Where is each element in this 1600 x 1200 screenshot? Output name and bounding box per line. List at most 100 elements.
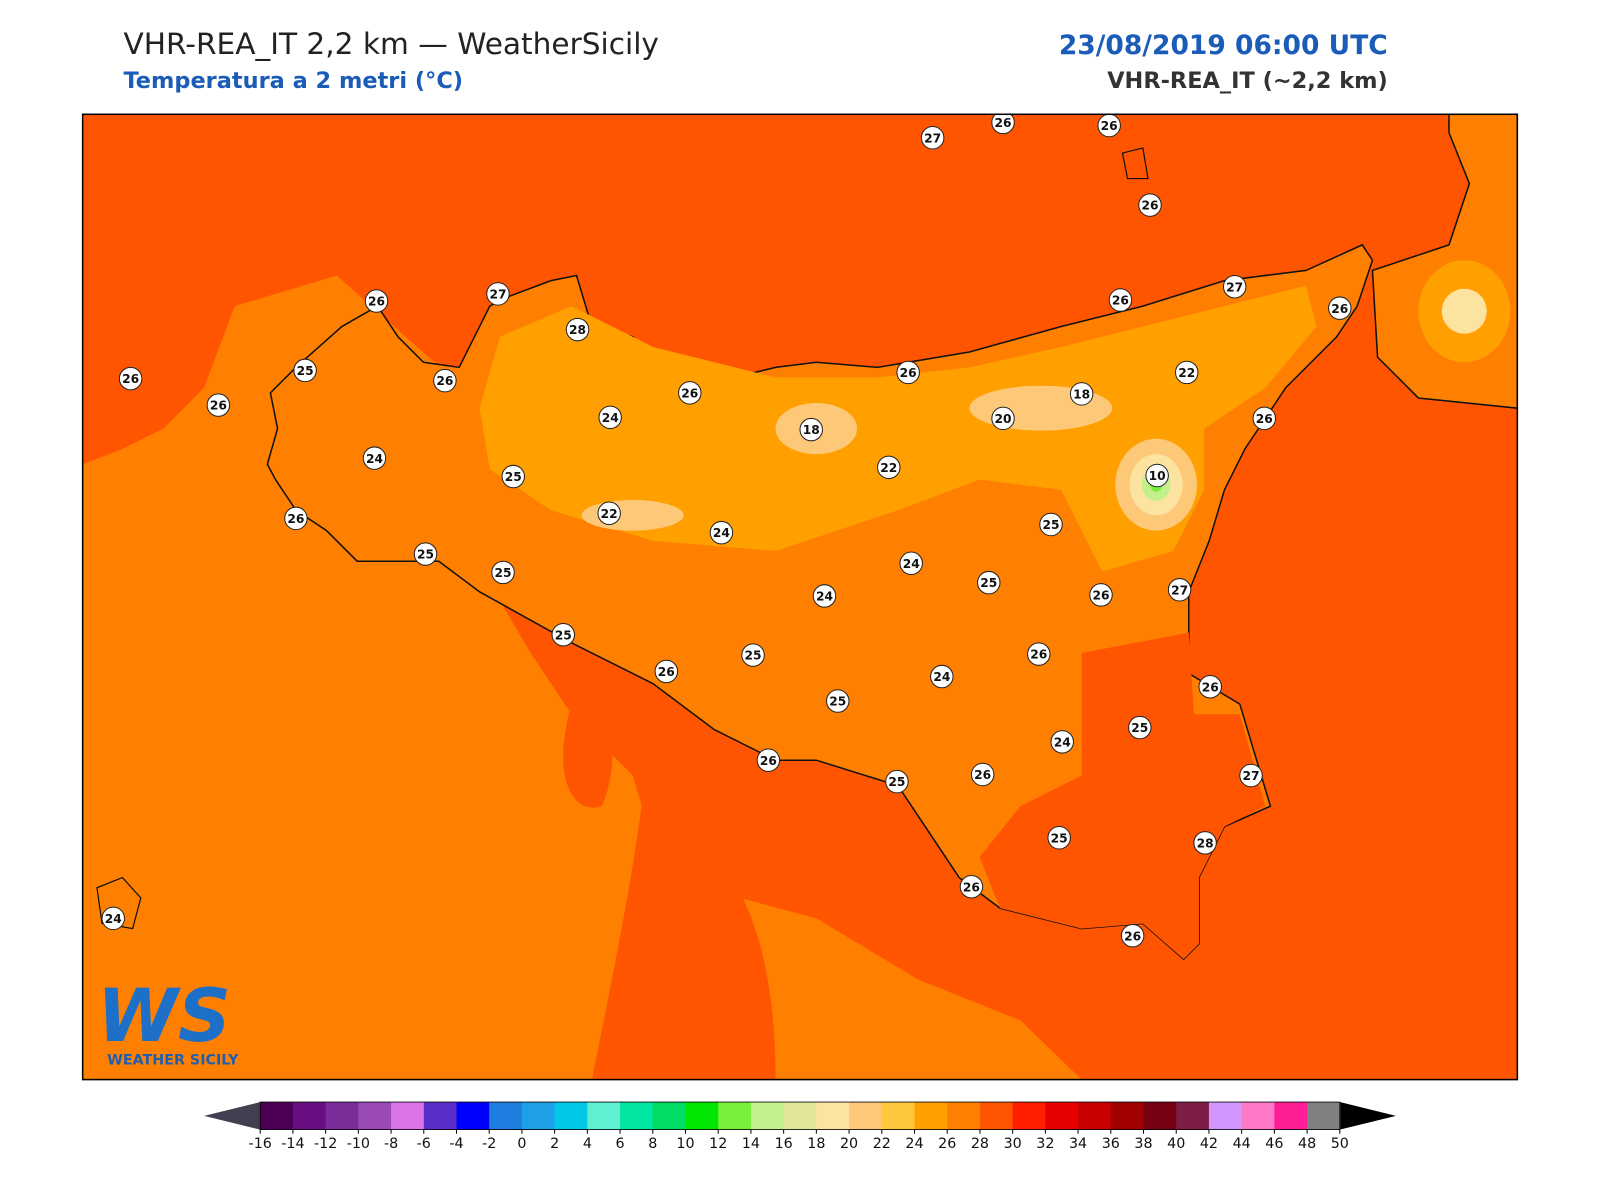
station-value: 26 (1093, 588, 1110, 602)
station-value: 26 (1256, 412, 1273, 426)
colorbar-frame (259, 1101, 1341, 1130)
colorbar-tick-label: 12 (709, 1136, 727, 1152)
station-marker (486, 282, 510, 306)
station-value: 20 (995, 412, 1012, 426)
station-marker (1097, 114, 1121, 138)
station-marker (413, 542, 438, 566)
colorbar-box (423, 1102, 458, 1130)
station-value: 18 (803, 423, 820, 437)
colorbar-box (1045, 1102, 1079, 1130)
colorbar-tick-label: -6 (417, 1136, 431, 1152)
station-marker (1047, 826, 1071, 850)
station-value: 27 (1226, 280, 1243, 294)
colorbar-box (1274, 1102, 1308, 1130)
station-value: 26 (1124, 929, 1141, 943)
colorbar-box (685, 1102, 719, 1130)
station-value: 26 (1112, 294, 1129, 308)
station-value: 25 (505, 470, 522, 484)
colorbar-box (456, 1102, 490, 1130)
station-value: 26 (1030, 648, 1047, 662)
station-value: 28 (569, 323, 586, 337)
colorbar-tick-label: 24 (905, 1136, 923, 1152)
station-value: 26 (210, 399, 227, 413)
colorbar-box (1307, 1102, 1341, 1130)
station-value: 26 (1331, 302, 1348, 316)
station-value: 25 (1043, 518, 1060, 532)
cool-zone (581, 500, 684, 531)
station-marker (678, 381, 702, 405)
colorbar-tick-label: 2 (550, 1136, 559, 1152)
station-value: 24 (713, 526, 730, 540)
colorbar-tick-label: 42 (1200, 1136, 1218, 1152)
colorbar-tick-label: 4 (583, 1136, 592, 1152)
station-value: 25 (417, 548, 434, 562)
station-value: 26 (1202, 680, 1219, 694)
station-marker (101, 906, 125, 931)
colorbar-box (1110, 1102, 1145, 1130)
colorbar-box (914, 1102, 948, 1130)
subtitle: Temperatura a 2 metri (°C) (123, 68, 463, 94)
cool-zone (1441, 288, 1487, 334)
station-value: 26 (287, 512, 304, 526)
colorbar-box (325, 1102, 359, 1130)
station-value: 25 (829, 695, 846, 709)
station-marker (362, 446, 387, 470)
station-value: 27 (489, 287, 506, 301)
station-marker (1328, 296, 1352, 320)
datetime: 23/08/2019 06:00 UTC (1059, 30, 1388, 61)
colorbar-box (260, 1102, 294, 1130)
station-marker (977, 570, 1001, 595)
station-value: 28 (1197, 836, 1214, 850)
station-marker (293, 358, 317, 383)
station-marker (1050, 730, 1074, 754)
station-marker (491, 560, 515, 585)
colorbar-box (783, 1102, 817, 1130)
station-marker (991, 114, 1015, 135)
station-value: 27 (924, 131, 941, 145)
station-marker (741, 643, 765, 667)
colorbar-box (554, 1102, 588, 1130)
station-marker (1089, 583, 1113, 607)
station-value: 26 (658, 665, 675, 679)
colorbar-box (849, 1102, 883, 1130)
station-value: 26 (436, 374, 453, 388)
colorbar-tick-label: 6 (616, 1136, 625, 1152)
station-marker (551, 622, 575, 647)
station-value: 26 (974, 768, 991, 782)
colorbar-box (1208, 1102, 1243, 1130)
colorbar-box (979, 1102, 1014, 1130)
station-value: 25 (745, 649, 762, 663)
station-value: 27 (1171, 583, 1188, 597)
map-frame (81, 113, 1519, 1081)
station-marker (1069, 382, 1094, 406)
colorbar-tick-label: 26 (938, 1136, 956, 1152)
station-value: 24 (366, 452, 383, 466)
colorbar-over (1339, 1102, 1396, 1130)
station-marker (1138, 193, 1162, 217)
station-marker (1039, 512, 1063, 537)
station-marker (1222, 275, 1247, 299)
colorbar-box (1012, 1102, 1046, 1130)
station-value: 26 (1101, 119, 1118, 133)
colorbar-box (489, 1102, 523, 1130)
colorbar-tick-label: -8 (384, 1136, 398, 1152)
station-value: 25 (1051, 831, 1068, 845)
station-marker (920, 126, 945, 150)
model-label: VHR-REA_IT (~2,2 km) (1107, 68, 1388, 94)
colorbar-box (587, 1102, 621, 1130)
station-value: 24 (933, 670, 950, 684)
colorbar-tick-label: 50 (1331, 1136, 1349, 1152)
warm-zone (479, 285, 1317, 572)
colorbar-tick-label: 30 (1004, 1136, 1022, 1152)
station-marker (899, 551, 923, 575)
station-marker (756, 748, 781, 772)
station-value: 25 (1131, 721, 1148, 735)
station-marker (598, 405, 622, 430)
station-value: 24 (903, 557, 920, 571)
station-value: 22 (880, 461, 897, 475)
island (1121, 147, 1149, 180)
stations: 27 26 26 26 26 26 25 26 26 27 28 24 26 18 26 22 20 18 26 22… (101, 114, 1352, 948)
station-marker (118, 366, 143, 391)
station-value: 26 (963, 880, 980, 894)
colorbar-tick-label: 10 (676, 1136, 694, 1152)
